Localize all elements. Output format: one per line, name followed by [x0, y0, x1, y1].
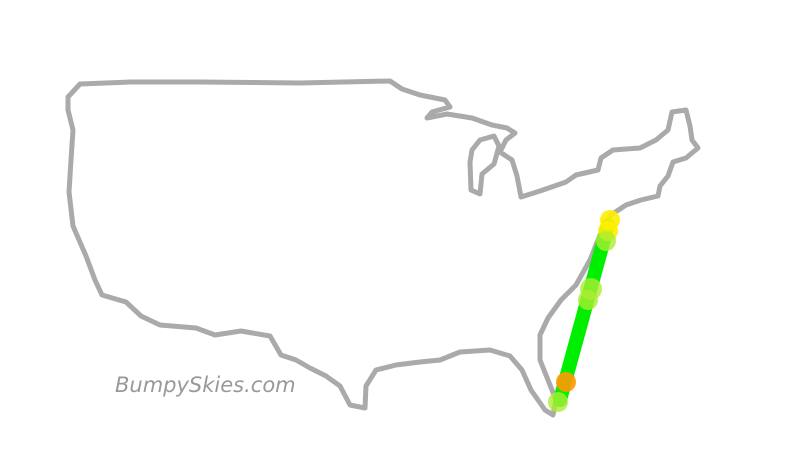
flight-track [548, 210, 620, 412]
turbulence-dot [578, 290, 598, 310]
turbulence-dot [556, 372, 576, 392]
track-line [553, 218, 615, 407]
watermark: BumpySkies.com [115, 373, 296, 397]
turbulence-dot [548, 392, 568, 412]
turbulence-dot [596, 231, 616, 251]
us-outline-michigan [467, 133, 502, 197]
